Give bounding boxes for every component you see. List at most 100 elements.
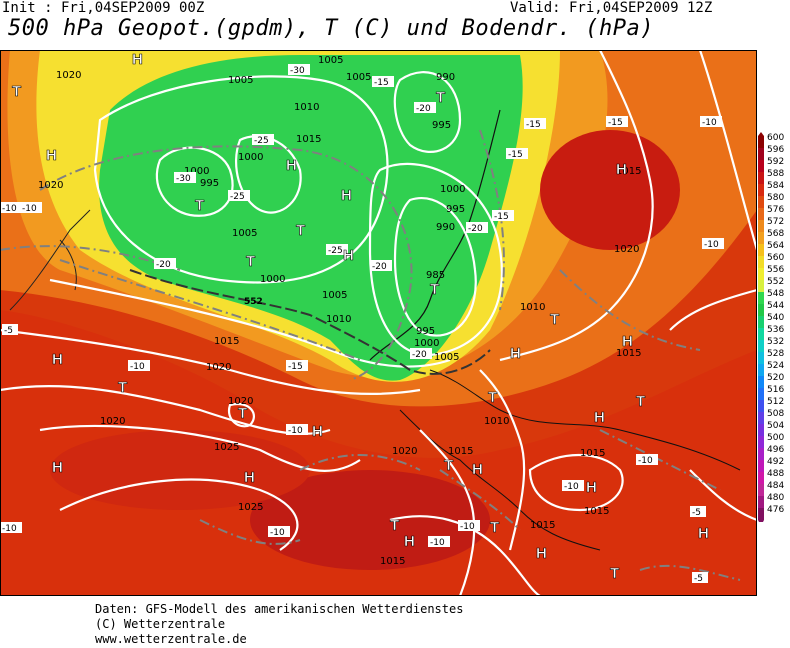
color-scale-label: 476 — [767, 505, 784, 515]
valid-time-label: Valid: Fri,04SEP2009 12Z — [510, 0, 713, 16]
pressure-label: 995 — [446, 204, 465, 215]
pressure-label: 995 — [200, 178, 219, 189]
temperature-label: -20 — [372, 262, 387, 272]
color-scale-label: 580 — [767, 193, 784, 203]
color-scale-swatch — [758, 304, 764, 316]
color-scale-label: 548 — [767, 289, 784, 299]
color-scale-bottom-arrow — [758, 520, 764, 522]
color-scale-swatch — [758, 448, 764, 460]
color-scale-label: 504 — [767, 421, 784, 431]
pressure-label: 1015 — [296, 134, 321, 145]
temperature-label: -10 — [702, 118, 717, 128]
temperature-label: -25 — [230, 192, 245, 202]
pressure-label: 1005 — [318, 55, 343, 66]
color-scale-label: 508 — [767, 409, 784, 419]
color-scale-swatch — [758, 424, 764, 436]
color-scale-label: 560 — [767, 253, 784, 263]
high-symbol: H — [286, 157, 297, 174]
temperature-label: -30 — [176, 174, 191, 184]
color-scale-legend: 600 596 592 588 584 580 576 572 568 564 560 556 552 5… — [758, 132, 784, 522]
pressure-label: 1015 — [448, 446, 473, 457]
red-zone — [0, 310, 757, 596]
low-symbol: T — [490, 519, 499, 536]
temperature-label: -20 — [156, 260, 171, 270]
temperature-label: -25 — [254, 136, 269, 146]
chart-title: 500 hPa Geopot.(gpdm), T (C) und Bodendr… — [8, 16, 655, 41]
pressure-label: 1015 — [584, 506, 609, 517]
pressure-label: 1025 — [214, 442, 239, 453]
weather-map: 1020 1005 1005 1010 1015 1000 995 1020 1… — [0, 50, 757, 596]
color-scale-bar — [758, 132, 764, 522]
color-scale-label: 600 — [767, 133, 784, 143]
low-symbol: T — [488, 389, 497, 406]
low-symbol: T — [12, 83, 21, 100]
color-scale-label: 552 — [767, 277, 784, 287]
color-scale-label: 532 — [767, 337, 784, 347]
color-scale-label: 564 — [767, 241, 784, 251]
pressure-label: 1005 — [346, 72, 371, 83]
color-scale-top-arrow — [758, 132, 764, 136]
color-scale-swatch — [758, 196, 764, 208]
low-symbol: T — [118, 379, 127, 396]
high-symbol: H — [312, 423, 323, 440]
high-symbol: H — [341, 187, 352, 204]
color-scale-label: 592 — [767, 157, 784, 167]
color-scale-labels: 600 596 592 588 584 580 576 572 568 564 560 556 552 5… — [767, 133, 784, 515]
pressure-label: 1020 — [392, 446, 417, 457]
pressure-label: 990 — [436, 222, 455, 233]
pressure-label: 1015 — [616, 166, 641, 177]
pressure-label: 1015 — [616, 348, 641, 359]
footer-credits: Daten: GFS-Modell des amerikanischen Wet… — [95, 602, 463, 647]
high-symbol: H — [52, 351, 63, 368]
temperature-label: -20 — [412, 350, 427, 360]
temperature-label: -15 — [508, 150, 523, 160]
temperature-label: -5 — [694, 574, 703, 584]
pressure-label: 995 — [416, 326, 435, 337]
color-scale-swatch — [758, 508, 764, 520]
temperature-label: -25 — [328, 246, 343, 256]
color-scale-label: 556 — [767, 265, 784, 275]
pressure-label: 1010 — [484, 416, 509, 427]
color-scale-swatch — [758, 220, 764, 232]
color-scale-label: 544 — [767, 301, 784, 311]
pressure-label: 1005 — [228, 75, 253, 86]
color-scale-swatch — [758, 484, 764, 496]
low-symbol: T — [436, 89, 445, 106]
pressure-label: 1015 — [380, 556, 405, 567]
pressure-label: 1000 — [184, 166, 209, 177]
color-scale-label: 496 — [767, 445, 784, 455]
low-symbol: T — [610, 565, 619, 582]
color-scale-swatch — [758, 340, 764, 352]
high-symbol: H — [586, 479, 597, 496]
color-scale-label: 572 — [767, 217, 784, 227]
pressure-label: 1010 — [520, 302, 545, 313]
temperature-label: -5 — [4, 326, 13, 336]
pressure-label: 1015 — [530, 520, 555, 531]
color-scale-label: 588 — [767, 169, 784, 179]
color-scale-swatch — [758, 208, 764, 220]
temperature-label: -15 — [526, 120, 541, 130]
temperature-label: -15 — [288, 362, 303, 372]
high-symbol: H — [472, 461, 483, 478]
color-scale-swatch — [758, 148, 764, 160]
temperature-label: -15 — [608, 118, 623, 128]
dark-red-pocket-2 — [540, 130, 680, 250]
color-scale-swatch — [758, 412, 764, 424]
green-trough — [99, 55, 523, 381]
color-scale-swatch — [758, 376, 764, 388]
temperature-label: -10 — [288, 426, 303, 436]
high-symbol: H — [594, 409, 605, 426]
temperature-label: -10 — [2, 524, 17, 534]
color-scale-swatch — [758, 472, 764, 484]
pressure-label: 1005 — [322, 290, 347, 301]
pressure-label: 1000 — [440, 184, 465, 195]
pressure-label: 1025 — [238, 502, 263, 513]
pressure-labels: 1020 1005 1005 1010 1015 1000 995 1020 1… — [38, 55, 641, 567]
color-scale-label: 584 — [767, 181, 784, 191]
color-scale-label: 568 — [767, 229, 784, 239]
coastline-europe — [429, 369, 741, 471]
high-symbol: H — [404, 533, 415, 550]
geopot-labels: 552 — [244, 297, 263, 307]
coastline-scandinavia — [369, 109, 501, 361]
high-symbol: H — [132, 51, 143, 68]
